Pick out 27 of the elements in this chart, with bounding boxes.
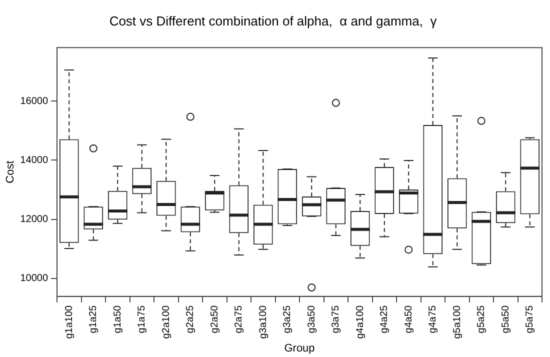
chart-title: Cost vs Different combination of alpha, α and gamma, γ	[109, 13, 438, 28]
x-tick-label: g3a75	[330, 304, 342, 334]
x-tick-label: g4a75	[428, 304, 439, 334]
x-tick-label: g2a100	[160, 305, 172, 339]
x-tick-label: g4a50	[403, 304, 414, 334]
x-tick-label: g3a100	[258, 305, 269, 339]
x-tick-label: g4a100	[354, 305, 366, 339]
x-tick-label: g1a75	[136, 304, 148, 334]
x-tick-label: g5a25	[476, 304, 488, 334]
x-tick-label: g4a25	[379, 304, 390, 334]
x-tick-label: g5a100	[452, 305, 463, 339]
x-tick-label: g5a50	[500, 304, 512, 334]
x-axis-title: Group	[284, 342, 315, 354]
y-axis-title: Cost	[4, 160, 17, 184]
x-tick-label: g1a25	[88, 304, 100, 334]
y-tick-label: 14000	[20, 154, 48, 166]
x-tick-label: g3a25	[282, 304, 294, 334]
y-tick-label: 16000	[20, 96, 48, 107]
x-tick-label: g5a75	[524, 304, 536, 334]
x-tick-label: g2a50	[209, 304, 220, 334]
y-tick-label: 12000	[20, 214, 48, 226]
y-tick-label: 10000	[20, 273, 48, 284]
x-tick-label: g1a50	[112, 304, 124, 334]
x-tick-label: g2a25	[185, 304, 196, 334]
x-tick-label: g2a75	[234, 304, 245, 334]
x-tick-label: g1a100	[64, 305, 75, 339]
x-tick-label: g3a50	[306, 304, 318, 334]
